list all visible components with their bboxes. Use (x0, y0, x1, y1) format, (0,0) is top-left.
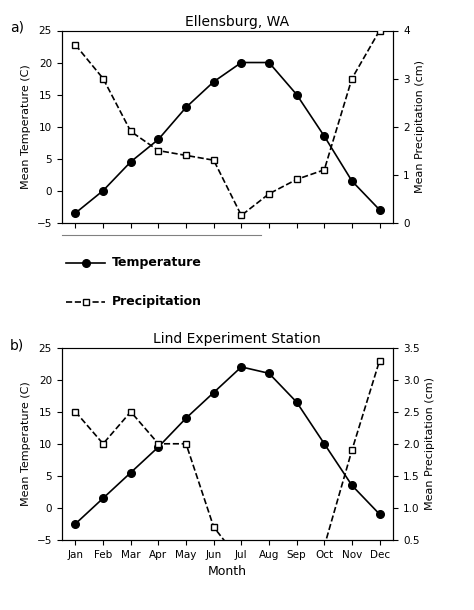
Text: b): b) (10, 338, 25, 352)
Text: a): a) (10, 21, 24, 35)
Y-axis label: Mean Temperature (C): Mean Temperature (C) (21, 64, 31, 189)
Y-axis label: Mean Temperature (C): Mean Temperature (C) (21, 381, 31, 506)
Text: Precipitation: Precipitation (111, 295, 201, 308)
Text: Ellensburg, WA: Ellensburg, WA (185, 15, 289, 29)
Text: Temperature: Temperature (111, 256, 201, 269)
Y-axis label: Mean Precipitation (cm): Mean Precipitation (cm) (415, 60, 425, 193)
X-axis label: Month: Month (208, 565, 247, 578)
Y-axis label: Mean Precipitation (cm): Mean Precipitation (cm) (425, 377, 435, 511)
Text: Lind Experiment Station: Lind Experiment Station (153, 332, 321, 346)
